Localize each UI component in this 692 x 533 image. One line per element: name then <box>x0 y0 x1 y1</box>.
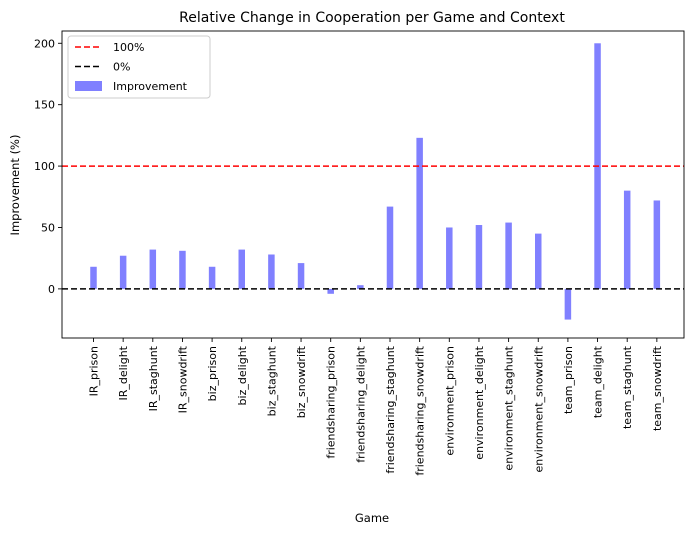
bar-IR_delight <box>119 255 127 289</box>
plot-frame <box>61 30 685 339</box>
y-axis: 0 50 100 150 200 <box>34 37 62 296</box>
bar-environment_staghunt <box>505 222 512 289</box>
y-tick-label: 0 <box>48 283 55 296</box>
x-tick-label: IR_delight <box>117 345 130 400</box>
x-tick-label: team_staghunt <box>621 345 634 429</box>
x-tick-label: IR_prison <box>88 346 101 396</box>
y-tick-label: 150 <box>34 99 55 112</box>
x-tick-label: friendsharing_prison <box>325 346 338 459</box>
bar-team_prison <box>564 288 572 320</box>
chart-title: Relative Change in Cooperation per Game … <box>179 10 565 26</box>
x-tick-label: biz_snowdrift <box>295 345 308 418</box>
bar-friendsharing_snowdrift <box>416 137 423 289</box>
bar-biz_prison <box>208 266 216 289</box>
legend-label: Improvement <box>113 80 188 93</box>
legend-box <box>67 35 211 99</box>
bar-environment_snowdrift <box>535 233 542 289</box>
bar-friendsharing_staghunt <box>386 206 394 289</box>
plot-area <box>61 30 685 339</box>
bar-friendsharing_delight <box>357 285 364 289</box>
x-tick-label: environment_snowdrift <box>532 345 545 472</box>
x-axis-label: Game <box>355 511 389 525</box>
x-tick-label: friendsharing_delight <box>354 345 367 462</box>
bar-team_staghunt <box>623 190 631 289</box>
bar-biz_staghunt <box>268 254 275 289</box>
x-tick-label: team_snowdrift <box>651 345 664 431</box>
bar-team_snowdrift <box>653 200 661 289</box>
legend-label: 0% <box>113 61 130 74</box>
x-tick-label: friendsharing_staghunt <box>384 345 397 473</box>
y-tick-label: 50 <box>41 221 55 234</box>
bar-biz_snowdrift <box>297 263 305 289</box>
bar-IR_prison <box>90 266 97 289</box>
bar-IR_snowdrift <box>179 250 186 289</box>
y-tick-label: 200 <box>34 37 55 50</box>
bar-biz_delight <box>238 249 245 289</box>
legend-label: 100% <box>113 41 144 54</box>
x-tick-label: biz_delight <box>236 345 249 405</box>
y-tick-label: 100 <box>34 160 55 173</box>
x-tick-label: biz_prison <box>206 346 219 401</box>
y-axis-label: Improvement (%) <box>8 135 22 236</box>
legend-swatch <box>75 81 102 91</box>
x-tick-label: biz_staghunt <box>265 345 278 416</box>
x-tick-label: environment_prison <box>443 346 456 456</box>
x-tick-label: environment_delight <box>473 345 486 459</box>
x-tick-label: team_prison <box>562 346 575 414</box>
x-tick-label: team_delight <box>592 345 605 418</box>
x-tick-label: IR_staghunt <box>147 345 160 411</box>
x-axis: IR_prison IR_delight IR_staghunt IR_snowdri… <box>88 338 664 476</box>
bar-friendsharing_prison <box>327 288 334 294</box>
bar-environment_delight <box>475 225 483 289</box>
x-tick-label: environment_staghunt <box>503 345 516 470</box>
legend: 100% 0% Improvement <box>67 35 211 99</box>
bar-IR_staghunt <box>149 249 157 289</box>
x-tick-label: friendsharing_snowdrift <box>414 345 427 475</box>
x-tick-label: IR_snowdrift <box>176 345 189 413</box>
bar-environment_prison <box>446 227 453 289</box>
